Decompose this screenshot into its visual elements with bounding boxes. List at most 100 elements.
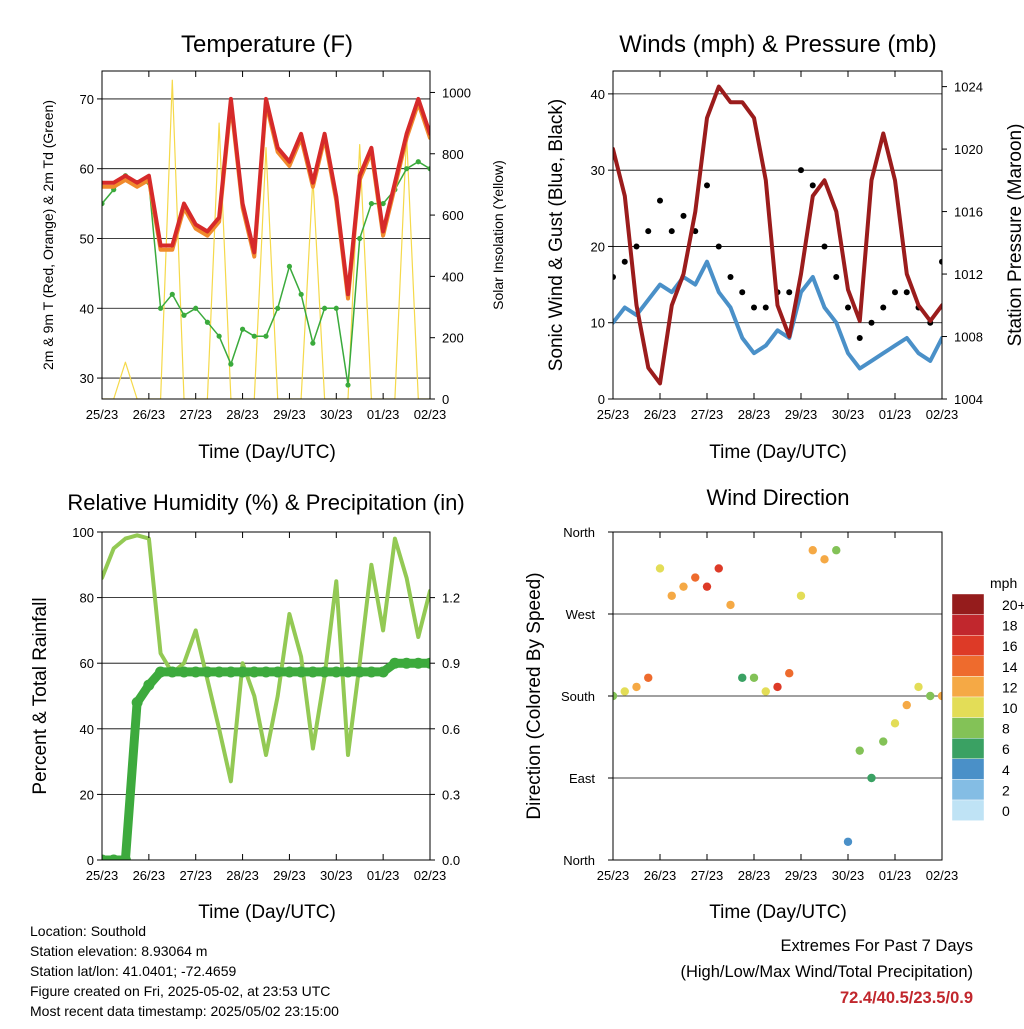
temp2m-line [102, 96, 430, 297]
legend-label: 0 [1002, 803, 1010, 819]
winds-left-axis: 0 10 20 30 40 [591, 87, 942, 407]
legend-label: 4 [1002, 762, 1010, 778]
direction-point [667, 591, 676, 600]
info-elevation: Station elevation: 8.93064 m [30, 943, 208, 959]
y-tick-label: 70 [80, 92, 94, 107]
direction-point [796, 591, 806, 600]
direction-point [902, 700, 911, 710]
y-tick-label-right: 1008 [954, 330, 983, 345]
x-tick-label: 27/23 [691, 868, 724, 883]
y-tick-label: East [569, 771, 595, 786]
x-tick-label: 30/23 [320, 868, 353, 883]
gust-point [880, 304, 887, 311]
precip-point [412, 657, 424, 669]
y-tick-label-right: 0.9 [442, 656, 460, 671]
direction-point [749, 673, 759, 682]
precip-point [401, 657, 413, 669]
gust-point [613, 273, 616, 280]
direction-point [843, 837, 853, 846]
direction-point [761, 687, 770, 696]
y-tick-label: 50 [80, 231, 94, 246]
direction-point [855, 746, 864, 755]
precip-point [283, 666, 295, 678]
direction-point [867, 773, 876, 783]
precip-point [248, 666, 260, 678]
y-tick-label: North [563, 853, 595, 868]
precip-point [143, 679, 155, 691]
precip-point [260, 666, 272, 678]
winds-title: Winds (mph) & Pressure (mb) [619, 31, 936, 58]
y-tick-label: 0 [598, 392, 605, 407]
direction-point [702, 582, 712, 591]
precip-line [102, 658, 430, 860]
winds-series [613, 84, 942, 386]
direction-point [808, 546, 817, 555]
x-tick-label: 25/23 [597, 407, 630, 422]
x-tick-label: 29/23 [785, 407, 818, 422]
x-tick-label: 02/23 [926, 868, 959, 883]
y-tick-label: 100 [72, 525, 94, 540]
gust-point [786, 289, 793, 296]
x-tick-label: 27/23 [691, 407, 724, 422]
gust-point [633, 243, 640, 250]
precip-point [377, 666, 389, 678]
gust-point [668, 228, 675, 235]
legend-swatch [951, 676, 985, 698]
direction-series [613, 546, 942, 846]
direction-point [820, 555, 829, 564]
y-tick-label: 0 [87, 853, 94, 868]
humidity-panel: Relative Humidity (%) & Precipitation (i… [30, 490, 465, 923]
y-tick-label-right: 200 [442, 331, 464, 346]
direction-point [914, 682, 923, 692]
dewpoint-line [102, 160, 430, 386]
y-tick-label: 40 [80, 722, 94, 737]
precip-point [424, 657, 430, 669]
y-tick-label-right: 1004 [954, 392, 983, 407]
precip-point [330, 666, 342, 678]
legend-swatch [951, 593, 985, 615]
station-info: Location: Southold Station elevation: 8.… [30, 921, 339, 1021]
gust-point [751, 304, 757, 311]
x-tick-label: 25/23 [597, 868, 630, 883]
legend-label: 14 [1002, 659, 1018, 675]
legend-label: 16 [1002, 638, 1018, 654]
winds-x-axis: 25/23 26/23 27/23 28/23 29/23 30/23 01/23 02/23 [597, 71, 958, 422]
wind-line [613, 259, 942, 371]
precip-point [119, 854, 131, 860]
direction-point [926, 691, 935, 701]
y-tick-label-right: 400 [442, 269, 464, 284]
gust-point [657, 197, 663, 204]
y-tick-label-right: 1000 [442, 85, 471, 100]
gust-point [833, 273, 840, 280]
y-tick-label: 40 [591, 87, 605, 102]
extremes-box: Extremes For Past 7 Days (High/Low/Max W… [680, 933, 973, 1011]
y-tick-label: 20 [80, 787, 94, 802]
legend-swatch [951, 635, 985, 657]
winds-ylabel: Sonic Wind & Gust (Blue, Black) [546, 99, 567, 371]
x-tick-label: 27/23 [179, 407, 212, 422]
precip-point [365, 666, 377, 678]
direction-point [655, 564, 665, 573]
humidity-title: Relative Humidity (%) & Precipitation (i… [67, 490, 464, 515]
y-tick-label-right: 1.2 [442, 591, 460, 606]
x-tick-label: 25/23 [86, 407, 119, 422]
legend-swatch [951, 799, 985, 821]
direction-point [890, 719, 900, 728]
rh-line [102, 533, 430, 784]
y-tick-label: 10 [591, 316, 605, 331]
temperature-ylabel: 2m & 9m T (Red, Orange) & 2m Td (Green) [40, 100, 56, 370]
gust-point [892, 289, 898, 296]
y-tick-label: 20 [591, 239, 605, 254]
x-tick-label: 26/23 [133, 407, 166, 422]
info-location: Location: Southold [30, 923, 146, 939]
precip-point [295, 666, 307, 678]
precip-point [272, 666, 284, 678]
extremes-title: Extremes For Past 7 Days [780, 937, 973, 955]
gust-point [704, 182, 710, 189]
x-tick-label: 30/23 [832, 407, 865, 422]
gust-point [856, 334, 863, 341]
gust-point [903, 289, 910, 296]
direction-point [691, 573, 700, 582]
humidity-xlabel: Time (Day/UTC) [198, 902, 336, 923]
y-tick-label-right: 0.0 [442, 853, 460, 868]
